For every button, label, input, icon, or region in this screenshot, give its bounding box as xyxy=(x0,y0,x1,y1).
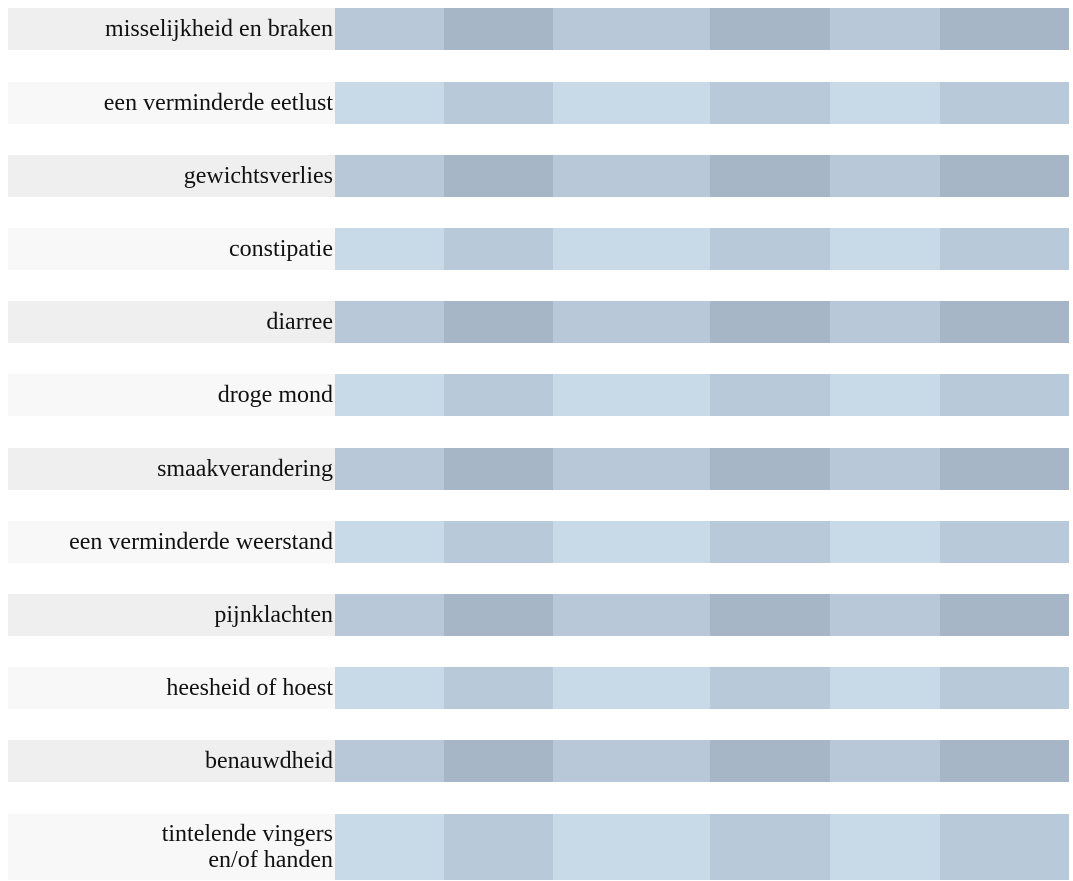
rating-cell xyxy=(830,594,940,636)
rating-cell xyxy=(710,667,830,709)
symptom-label: benauwdheid xyxy=(8,740,335,782)
rating-cell xyxy=(830,155,940,197)
rating-cell xyxy=(553,740,710,782)
rating-cell xyxy=(940,448,1069,490)
rating-cell xyxy=(940,594,1069,636)
rating-cell xyxy=(335,82,444,124)
rating-cell xyxy=(710,228,830,270)
symptom-row: smaakverandering xyxy=(8,448,1069,490)
rating-cell xyxy=(830,82,940,124)
symptom-label: diarree xyxy=(8,301,335,343)
rating-cell xyxy=(553,301,710,343)
rating-cell xyxy=(710,594,830,636)
symptom-row: diarree xyxy=(8,301,1069,343)
rating-cell xyxy=(830,301,940,343)
rating-cell xyxy=(553,521,710,563)
symptom-row: benauwdheid xyxy=(8,740,1069,782)
symptom-row: misselijkheid en braken xyxy=(8,8,1069,50)
rating-cell xyxy=(940,228,1069,270)
rating-cell xyxy=(830,448,940,490)
rating-cell xyxy=(710,82,830,124)
symptom-row: tintelende vingers en/of handen xyxy=(8,814,1069,880)
symptom-row: een verminderde eetlust xyxy=(8,82,1069,124)
rating-cell xyxy=(553,814,710,880)
rating-cell xyxy=(335,667,444,709)
rating-cell xyxy=(553,667,710,709)
rating-cell xyxy=(335,155,444,197)
rating-cell xyxy=(553,155,710,197)
symptom-row: een verminderde weerstand xyxy=(8,521,1069,563)
rating-cell xyxy=(830,814,940,880)
rating-cell xyxy=(444,82,553,124)
rating-cell xyxy=(444,667,553,709)
rating-cell xyxy=(444,228,553,270)
rating-cell xyxy=(444,301,553,343)
rating-cell xyxy=(335,740,444,782)
rating-cell xyxy=(553,228,710,270)
rating-cell xyxy=(940,521,1069,563)
rating-cell xyxy=(940,667,1069,709)
rating-cell xyxy=(335,228,444,270)
rating-cell xyxy=(444,8,553,50)
rating-cell xyxy=(553,594,710,636)
rating-cell xyxy=(940,740,1069,782)
symptom-label: droge mond xyxy=(8,374,335,416)
rating-cell xyxy=(335,301,444,343)
rating-cell xyxy=(553,448,710,490)
rating-cell xyxy=(444,814,553,880)
rating-cell xyxy=(710,301,830,343)
rating-cell xyxy=(335,521,444,563)
symptom-label: een verminderde eetlust xyxy=(8,82,335,124)
rating-cell xyxy=(830,374,940,416)
symptom-label: een verminderde weerstand xyxy=(8,521,335,563)
rating-cell xyxy=(335,814,444,880)
symptom-label: heesheid of hoest xyxy=(8,667,335,709)
rating-cell xyxy=(335,594,444,636)
rating-cell xyxy=(710,155,830,197)
rating-cell xyxy=(940,8,1069,50)
symptom-label: smaakverandering xyxy=(8,448,335,490)
symptom-row: heesheid of hoest xyxy=(8,667,1069,709)
symptom-label: pijnklachten xyxy=(8,594,335,636)
rating-cell xyxy=(335,448,444,490)
symptom-row: pijnklachten xyxy=(8,594,1069,636)
rating-cell xyxy=(710,740,830,782)
rating-cell xyxy=(444,594,553,636)
symptom-label: constipatie xyxy=(8,228,335,270)
symptom-label: gewichtsverlies xyxy=(8,155,335,197)
rating-cell xyxy=(553,8,710,50)
rating-cell xyxy=(553,374,710,416)
symptom-row: gewichtsverlies xyxy=(8,155,1069,197)
rating-cell xyxy=(830,667,940,709)
rating-cell xyxy=(444,374,553,416)
rating-cell xyxy=(830,228,940,270)
rating-cell xyxy=(830,521,940,563)
rating-cell xyxy=(940,814,1069,880)
symptom-label: tintelende vingers en/of handen xyxy=(8,814,335,880)
rating-cell xyxy=(710,448,830,490)
rating-cell xyxy=(553,82,710,124)
rating-cell xyxy=(444,740,553,782)
rating-cell xyxy=(444,448,553,490)
rating-cell xyxy=(940,155,1069,197)
rating-cell xyxy=(335,374,444,416)
rating-cell xyxy=(444,155,553,197)
rating-cell xyxy=(830,740,940,782)
rating-cell xyxy=(830,8,940,50)
rating-cell xyxy=(710,8,830,50)
rating-cell xyxy=(940,374,1069,416)
rating-cell xyxy=(335,8,444,50)
rating-cell xyxy=(940,82,1069,124)
rating-cell xyxy=(710,521,830,563)
symptom-row: droge mond xyxy=(8,374,1069,416)
rating-cell xyxy=(444,521,553,563)
symptom-label: misselijkheid en braken xyxy=(8,8,335,50)
rating-cell xyxy=(710,374,830,416)
rating-cell xyxy=(710,814,830,880)
rating-cell xyxy=(940,301,1069,343)
symptom-row: constipatie xyxy=(8,228,1069,270)
